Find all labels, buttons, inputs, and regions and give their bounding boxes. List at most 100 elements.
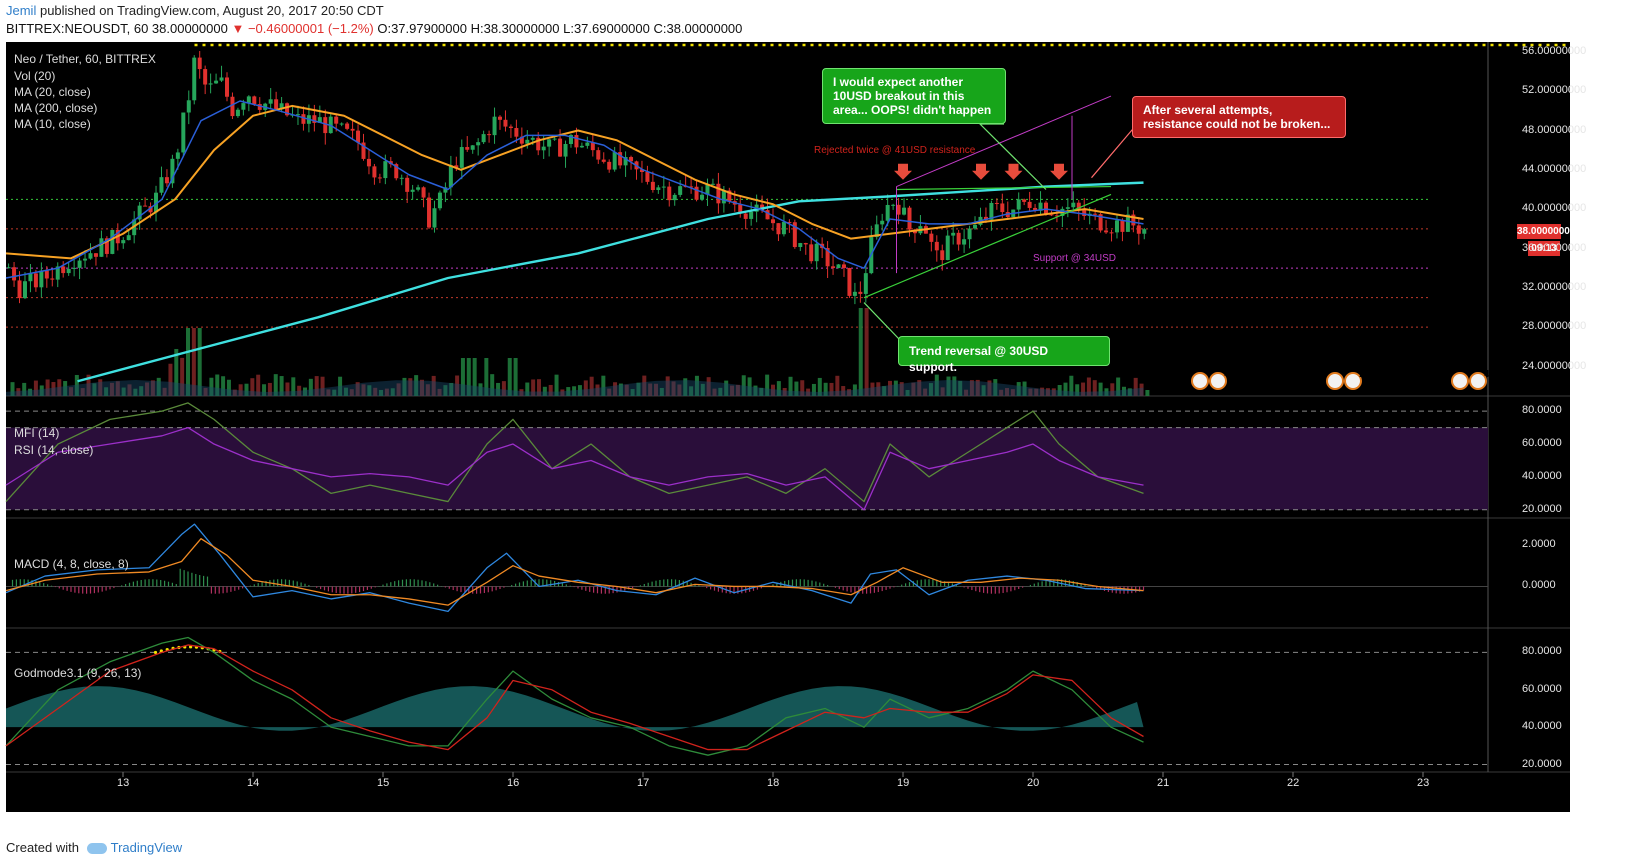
candle-body bbox=[721, 190, 726, 204]
author-link[interactable]: Jemil bbox=[6, 3, 37, 18]
candle-body bbox=[356, 130, 361, 143]
candle-body bbox=[825, 248, 830, 267]
volume-bar bbox=[759, 387, 764, 396]
candle-body bbox=[650, 181, 655, 190]
rsi-tick: 60.0000 bbox=[1522, 437, 1562, 450]
candle-body bbox=[710, 183, 715, 185]
volume-bar bbox=[700, 383, 705, 396]
volume-bar bbox=[876, 382, 881, 396]
volume-bar bbox=[367, 385, 372, 396]
candle-body bbox=[776, 223, 781, 235]
ma10-label: MA (10, close) bbox=[14, 117, 91, 131]
volume-bar bbox=[1139, 383, 1144, 396]
x-tick: 14 bbox=[247, 777, 260, 789]
godmode-tick: 60.0000 bbox=[1522, 682, 1562, 695]
volume-bar bbox=[74, 374, 79, 396]
candle-body bbox=[781, 221, 786, 235]
volume-bar bbox=[250, 378, 255, 396]
volume-bar bbox=[771, 384, 775, 396]
candle-body bbox=[1000, 203, 1005, 213]
volume-bar bbox=[390, 388, 395, 396]
volume-bar bbox=[636, 382, 641, 396]
candle-body bbox=[896, 204, 901, 215]
volume-bar bbox=[332, 389, 337, 396]
volume-bar bbox=[554, 374, 559, 396]
volume-bar bbox=[1075, 384, 1080, 396]
ma20-line bbox=[5, 104, 1144, 260]
volume-bar bbox=[279, 376, 284, 396]
candle-body bbox=[503, 119, 508, 127]
volume-bar bbox=[291, 377, 296, 396]
candle-body bbox=[28, 273, 33, 282]
volume-bar bbox=[560, 389, 565, 396]
candle-body bbox=[863, 273, 868, 294]
candle-body bbox=[563, 143, 568, 157]
x-tick: 13 bbox=[117, 777, 130, 789]
volume-bar bbox=[917, 380, 922, 396]
volume-bar bbox=[934, 374, 939, 396]
tradingview-link[interactable]: TradingView bbox=[110, 840, 183, 855]
candle-body bbox=[508, 126, 513, 129]
resistance-callout: After several attempts, resistance could… bbox=[1132, 96, 1346, 138]
volume-bar bbox=[817, 377, 822, 396]
candle-body bbox=[235, 109, 240, 117]
volume-bar bbox=[45, 379, 50, 396]
candle-body bbox=[17, 280, 22, 299]
price-tick: 48.00000000 bbox=[1522, 123, 1587, 136]
candle-body bbox=[126, 235, 131, 241]
candle-body bbox=[372, 166, 377, 178]
volume-bar bbox=[747, 377, 752, 396]
volume-bar bbox=[262, 384, 267, 396]
candle-body bbox=[481, 134, 486, 143]
volume-bar bbox=[191, 328, 196, 396]
candle-body bbox=[568, 135, 573, 144]
volume-bar bbox=[33, 380, 38, 396]
grid bbox=[6, 42, 1570, 777]
volume-bar bbox=[823, 382, 828, 396]
volume-bar bbox=[408, 378, 413, 396]
candle-body bbox=[541, 146, 546, 151]
ma200-label: MA (200, close) bbox=[14, 101, 98, 115]
candle-body bbox=[33, 273, 38, 288]
candle-body bbox=[929, 233, 934, 242]
candle-body bbox=[137, 205, 142, 220]
chart-canvas[interactable]: 4 2 41 bbox=[0, 40, 1649, 830]
volume-bar bbox=[946, 376, 951, 396]
volume-bar bbox=[607, 388, 612, 396]
candle-body bbox=[1125, 214, 1130, 232]
x-tick: 19 bbox=[897, 777, 910, 789]
candle-body bbox=[339, 123, 344, 125]
volume-bar bbox=[735, 384, 740, 396]
candle-body bbox=[956, 232, 961, 245]
candle-body bbox=[530, 137, 535, 140]
candle-body bbox=[1054, 215, 1059, 217]
candle-body bbox=[421, 187, 426, 198]
countdown-tag: 09:13 bbox=[1528, 241, 1560, 256]
candle-body bbox=[93, 253, 98, 257]
volume-bar bbox=[361, 384, 366, 396]
candle-body bbox=[558, 138, 563, 157]
volume-bar bbox=[730, 385, 735, 396]
symbol-info: BITTREX:NEOUSDT, 60 38.00000000 bbox=[6, 21, 228, 36]
candle-body bbox=[487, 134, 492, 136]
price-tick: 52.00000000 bbox=[1522, 84, 1587, 97]
candle-body bbox=[585, 142, 590, 146]
x-tick: 21 bbox=[1157, 777, 1170, 789]
rsi-band bbox=[6, 427, 1488, 510]
volume-bar bbox=[39, 385, 44, 396]
candle-body bbox=[83, 258, 88, 261]
volume-bar bbox=[765, 374, 770, 396]
volume-bar bbox=[595, 384, 600, 396]
candle-body bbox=[612, 152, 617, 170]
volume-bar bbox=[642, 375, 647, 396]
volume-bar bbox=[16, 388, 21, 396]
volume-bar bbox=[525, 382, 530, 396]
candle-body bbox=[301, 114, 306, 124]
volume-bar bbox=[724, 380, 729, 396]
candle-body bbox=[323, 117, 328, 134]
candle-body bbox=[443, 187, 448, 193]
volume-bar bbox=[964, 389, 969, 396]
down-arrow-icon bbox=[1004, 163, 1023, 180]
candle-body bbox=[574, 135, 579, 148]
flag-badge-icon bbox=[1326, 372, 1344, 390]
